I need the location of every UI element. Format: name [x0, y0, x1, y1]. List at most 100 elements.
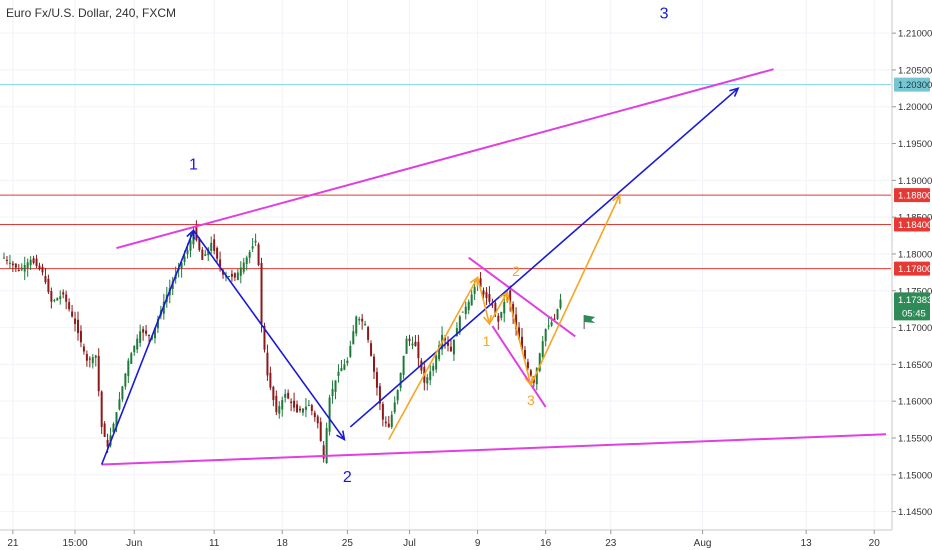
candle-body — [458, 316, 461, 333]
grid-layer — [0, 0, 891, 530]
candle-body — [364, 323, 367, 326]
annotations-layer: 1 2 3 1 2 3 — [189, 5, 669, 486]
candle-body — [432, 365, 435, 371]
candle-body — [248, 251, 251, 258]
candle-body — [414, 341, 417, 346]
flag-icon — [584, 315, 596, 324]
wave-arrow-blue-1-head — [336, 430, 346, 441]
candle-body — [444, 337, 447, 341]
wave-arrow-orange-5 — [488, 291, 508, 325]
candle-body — [500, 311, 503, 318]
candle-body — [538, 353, 541, 371]
candle-body — [8, 262, 11, 264]
level-tag-1.17800 — [894, 261, 930, 276]
wave-label-blue-3: 3 — [660, 5, 669, 22]
price-tick-label: 1.21000 — [898, 29, 932, 40]
level-tag-1.18400 — [894, 217, 930, 232]
time-tick-label: 15:00 — [63, 538, 88, 549]
candle-body — [497, 315, 500, 322]
candle-body — [435, 355, 438, 370]
candle-body — [393, 402, 396, 413]
candle-body — [148, 335, 151, 337]
candle-body — [358, 318, 361, 321]
candle-body — [438, 345, 441, 360]
candle-body — [29, 259, 32, 266]
candle-body — [213, 239, 216, 251]
candle-body — [236, 272, 239, 280]
candle-body — [287, 392, 290, 399]
candle-body — [186, 250, 189, 255]
candle-body — [556, 309, 559, 319]
candle-body — [156, 319, 159, 329]
time-tick-label: 16 — [540, 538, 552, 549]
candle-body — [352, 331, 355, 345]
candle-body — [343, 364, 346, 370]
candle-body — [103, 423, 106, 437]
candle-body — [473, 287, 476, 294]
candle-body — [367, 327, 370, 340]
candle-body — [278, 406, 281, 414]
candle-body — [257, 244, 260, 265]
candle-body — [91, 357, 94, 364]
candle-body — [544, 329, 547, 342]
candle-body — [426, 377, 429, 384]
candle-body — [479, 278, 482, 288]
time-axis-layer: 21 15:00 Jun 11 18 25 Jul 9 16 23 Aug 13 20 — [0, 529, 932, 550]
wave-arrow-orange-6 — [506, 292, 532, 386]
candle-body — [532, 378, 535, 383]
candle-body — [201, 249, 204, 260]
candle-body — [44, 276, 47, 283]
price-tick-label: 1.14500 — [898, 507, 932, 518]
candle-body — [461, 311, 464, 313]
candle-body — [62, 292, 65, 295]
candle-body — [467, 301, 470, 311]
price-tick-label: 1.18000 — [898, 249, 932, 260]
time-tick-label: 20 — [869, 538, 881, 549]
time-tick-label: 25 — [342, 538, 354, 549]
candle-body — [429, 371, 432, 381]
candle-body — [17, 269, 20, 271]
drawings-layer — [100, 68, 887, 466]
candle-body — [402, 355, 405, 375]
wave-arrow-orange-7 — [530, 194, 621, 386]
candle-body — [503, 302, 506, 314]
candle-body — [290, 401, 293, 404]
candle-body — [183, 256, 186, 262]
candle-body — [112, 423, 115, 433]
candle-body — [251, 246, 254, 249]
candle-body — [94, 355, 97, 358]
candle-body — [370, 343, 373, 356]
candle-body — [14, 263, 17, 268]
price-tick-label: 1.19000 — [898, 176, 932, 187]
candle-body — [5, 259, 8, 261]
candle-body — [115, 412, 118, 428]
price-tags-layer: 1.20300 1.18800 1.18400 1.17800 1.17383 05:45 — [894, 77, 932, 321]
candle-body — [553, 318, 556, 320]
candle-body — [523, 349, 526, 359]
wave-label-blue-1: 1 — [189, 156, 198, 173]
time-axis-background — [0, 530, 932, 550]
last-price-tag — [894, 292, 930, 321]
candle-body — [153, 327, 156, 339]
candle-body — [53, 299, 56, 301]
candle-body — [322, 445, 325, 459]
candle-body — [254, 240, 257, 243]
candle-body — [526, 361, 529, 369]
candle-body — [512, 303, 515, 317]
candle-body — [304, 406, 307, 410]
wave-label-blue-2: 2 — [343, 469, 352, 486]
time-tick-label: 11 — [209, 538, 220, 549]
price-tick-label: 1.16500 — [898, 360, 932, 371]
candle-body — [340, 368, 343, 372]
candle-body — [133, 345, 136, 353]
candle-body — [3, 257, 5, 259]
time-tick-label: 18 — [277, 538, 289, 549]
candle-body — [361, 318, 364, 322]
candle-body — [204, 254, 207, 256]
candle-body — [378, 386, 381, 404]
candle-body — [319, 421, 322, 441]
candle-body — [266, 352, 269, 376]
candle-body — [296, 404, 299, 413]
candle-body — [50, 291, 53, 302]
